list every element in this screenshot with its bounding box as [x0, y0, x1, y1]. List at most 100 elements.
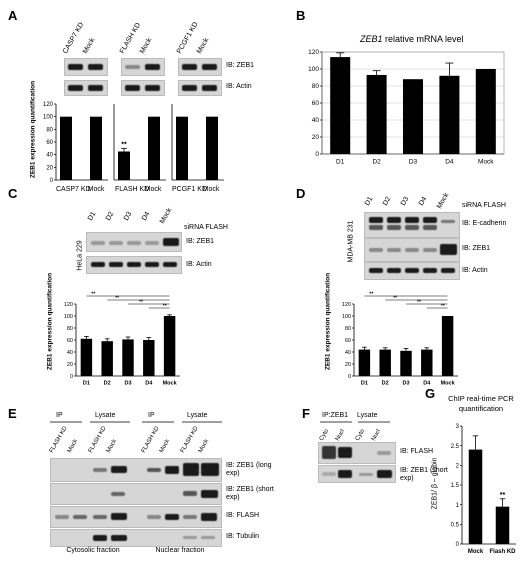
bar — [176, 116, 188, 180]
panel-e-ib-flash: IB: FLASH — [226, 512, 260, 519]
panel-d-lane-label: D2 — [381, 195, 393, 207]
y-tick-label: 0 — [50, 178, 54, 184]
bar — [400, 350, 412, 376]
y-tick-label: 80 — [46, 127, 53, 133]
panel-a-chart: 0 20 40 60 80 100 120 ** — [43, 102, 224, 184]
x-tick-label: D3 — [402, 381, 409, 387]
panel-a-blot-actin-2 — [121, 80, 165, 96]
panel-d-ib-zeb1: IB: ZEB1 — [462, 245, 491, 252]
bar — [468, 449, 483, 544]
x-tick-label: Mock — [441, 381, 456, 387]
x-tick-label: D1 — [361, 381, 368, 387]
y-tick-label: 120 — [308, 49, 319, 56]
y-tick-label: 20 — [46, 165, 53, 171]
y-tick-label: 20 — [345, 362, 351, 368]
panel-a-blot-zeb1-2 — [121, 58, 165, 76]
bar — [439, 75, 460, 154]
panel-d-chart: 0 20 40 60 80 100 120 D1 D2 D3 D4 Mock ** ** ** ** — [342, 291, 458, 387]
x-tick-label: D2 — [104, 381, 111, 387]
panel-c-lane-label: D1 — [86, 210, 98, 222]
y-tick-label: 80 — [67, 326, 73, 332]
panel-e-lane-label: Mock — [105, 438, 119, 454]
panel-g-letter: G — [425, 386, 436, 401]
significance-mark: ** — [441, 303, 445, 309]
panel-e-lane-label: FLASH KD — [140, 425, 161, 454]
x-tick-label: D2 — [372, 159, 381, 166]
panel-c-cell-line: HeLa 229 — [76, 240, 84, 271]
panel-e-group-ip: IP — [56, 412, 63, 419]
panel-c-blot-actin — [86, 256, 182, 274]
panel-e-blot-flash — [50, 506, 222, 528]
panel-c-ib-actin: IB: Actin — [186, 261, 212, 268]
x-tick-label: Mock — [468, 549, 484, 555]
y-tick-label: 0 — [456, 542, 460, 548]
panel-d-ib-ecadherin: IB: E-cadherin — [462, 220, 507, 227]
y-tick-label: 100 — [64, 314, 73, 320]
panel-a-blot-zeb1-1 — [64, 58, 108, 76]
bar — [441, 316, 454, 376]
panel-f-blot-zeb1 — [318, 465, 396, 483]
bar — [143, 340, 155, 376]
panel-a-xlabel: Mock — [202, 186, 220, 193]
x-tick-label: D4 — [423, 381, 431, 387]
y-tick-label: 60 — [46, 140, 53, 146]
panel-f-ib-zeb1: IB: ZEB1 (short exp) — [400, 467, 448, 482]
y-tick-label: 120 — [43, 102, 54, 108]
panel-g-ylabel: ZEB1/ β – globin — [431, 457, 439, 510]
y-tick-label: 0 — [348, 374, 351, 380]
panel-a-lane-label: Mock — [195, 37, 211, 55]
panel-e-lane-label: FLASH KD — [48, 425, 69, 454]
panel-e-group-lines — [50, 421, 222, 423]
panel-d-ib-actin: IB: Actin — [462, 267, 488, 274]
panel-e-lane-label: Mock — [197, 438, 211, 454]
bar — [118, 151, 130, 180]
bar — [148, 116, 160, 180]
panel-f-group-lines — [320, 421, 390, 423]
y-tick-label: 100 — [342, 314, 351, 320]
panel-a-blot-actin-1 — [64, 80, 108, 96]
panel-e-blot-zeb1-long — [50, 458, 222, 482]
panel-f-lane-label: Cyto — [318, 428, 331, 442]
panel-c-ib-zeb1: IB: ZEB1 — [186, 238, 215, 245]
y-tick-label: 120 — [342, 302, 351, 308]
significance-mark: ** — [121, 141, 127, 148]
panel-a-ib-zeb1: IB: ZEB1 — [226, 62, 255, 69]
panel-e-group-ip: IP — [148, 412, 155, 419]
x-tick-label: D1 — [336, 159, 345, 166]
panel-e-fraction-nuclear: Nuclear fraction — [155, 547, 205, 554]
panel-c-ylabel: ZEB1 expression quantification — [46, 272, 54, 371]
y-tick-label: 2 — [456, 464, 460, 470]
significance-mark: ** — [369, 291, 373, 297]
panel-d-lane-label: D4 — [417, 195, 429, 207]
bar — [163, 316, 176, 376]
panel-e-letter: E — [8, 406, 17, 421]
panel-f-group-ip: IP:ZEB1 — [322, 412, 349, 419]
panel-d-blot-zeb1 — [364, 238, 460, 262]
panel-c-lane-label: Mock — [158, 207, 174, 225]
y-tick-label: 20 — [67, 362, 73, 368]
y-tick-label: 0 — [315, 151, 319, 158]
y-tick-label: 120 — [64, 302, 73, 308]
x-tick-label: D3 — [124, 381, 131, 387]
y-tick-label: 3 — [456, 424, 460, 430]
x-tick-label: D2 — [382, 381, 389, 387]
panel-f-ib-flash: IB: FLASH — [400, 448, 434, 455]
significance-mark: ** — [115, 295, 119, 301]
x-tick-label: Flash KD — [489, 549, 516, 555]
panel-a-xlabel: Mock — [144, 186, 162, 193]
panel-e-blot-tubulin — [50, 529, 222, 547]
panel-f-letter: F — [302, 406, 310, 421]
x-tick-label: D4 — [445, 159, 454, 166]
panel-c-lane-label: D2 — [104, 210, 116, 222]
y-tick-label: 40 — [345, 350, 351, 356]
bar — [475, 69, 496, 154]
panel-a-blot-zeb1-3 — [178, 58, 222, 76]
panel-b-title: ZEB1 relative mRNA level — [360, 34, 464, 44]
panel-e-lane-label: FLASH KD — [87, 425, 108, 454]
panel-a-letter: A — [8, 8, 18, 23]
x-tick-label: D3 — [409, 159, 418, 166]
panel-a-blot-actin-3 — [178, 80, 222, 96]
significance-mark: ** — [393, 295, 397, 301]
panel-e-ib-zeb1-long: IB: ZEB1 (long exp) — [226, 462, 272, 477]
y-tick-label: 100 — [43, 115, 54, 121]
